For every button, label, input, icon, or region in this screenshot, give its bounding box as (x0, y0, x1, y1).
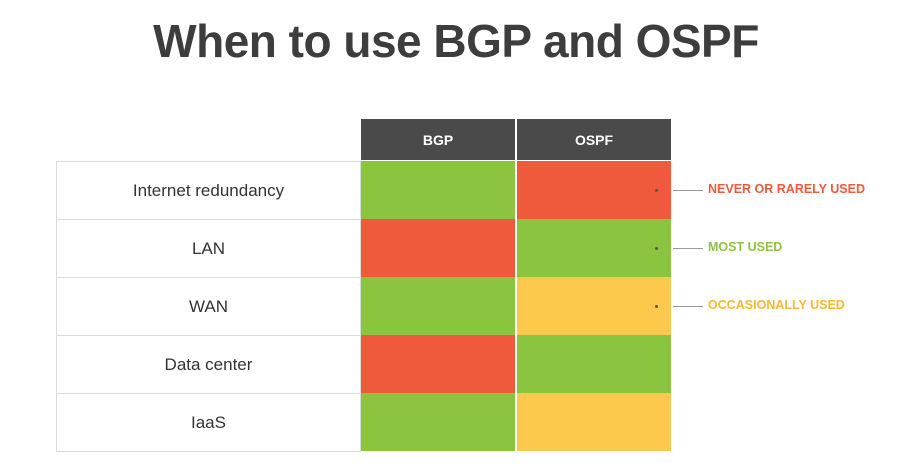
cell-bgp-never (361, 219, 515, 277)
row-label: LAN (56, 219, 361, 278)
cell-ospf-occasional (517, 277, 671, 335)
cell-bgp-most (361, 161, 515, 219)
legend-connector-occasional (673, 306, 703, 307)
cell-ospf-occasional (517, 393, 671, 451)
column-header-bgp: BGP (361, 119, 515, 160)
legend-dot-never (655, 189, 658, 192)
legend-label-most: MOST USED (708, 240, 783, 254)
legend-label-occasional: OCCASIONALLY USED (708, 298, 845, 312)
legend-connector-most (673, 248, 703, 249)
legend-dot-most (655, 247, 658, 250)
cell-ospf-never (517, 161, 671, 219)
page-title: When to use BGP and OSPF (153, 15, 759, 67)
cell-ospf-most (517, 219, 671, 277)
row-label: Data center (56, 335, 361, 394)
column-header-ospf: OSPF (517, 119, 671, 160)
row-label: Internet redundancy (56, 161, 361, 220)
legend-label-never: NEVER OR RARELY USED (708, 182, 865, 196)
legend-connector-never (673, 190, 703, 191)
cell-bgp-never (361, 335, 515, 393)
cell-bgp-most (361, 277, 515, 335)
cell-bgp-most (361, 393, 515, 451)
row-label: WAN (56, 277, 361, 336)
cell-ospf-most (517, 335, 671, 393)
legend-dot-occasional (655, 305, 658, 308)
row-label: IaaS (56, 393, 361, 452)
